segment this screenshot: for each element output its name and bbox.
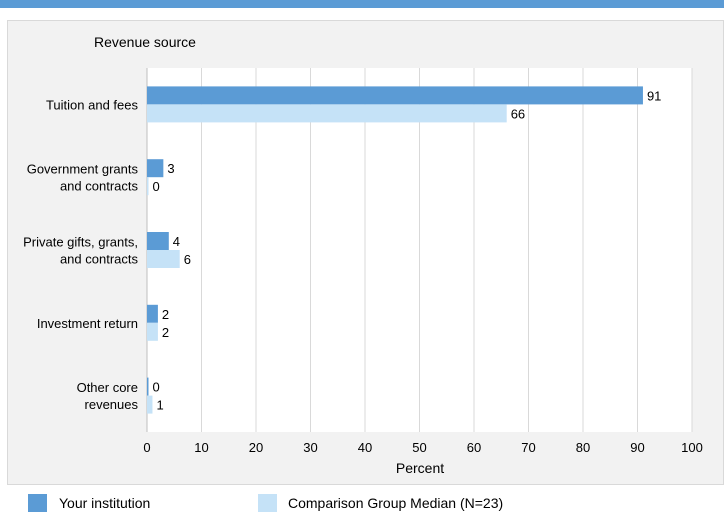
bar-chart: Revenue source Tuition and fees Governmen… [23,34,703,476]
x-tick-label: 10 [194,440,208,455]
x-tick-label: 20 [249,440,263,455]
bar [147,304,158,323]
data-label: 2 [162,325,169,340]
bar [147,395,153,414]
category-label: Tuition and fees [46,97,139,112]
x-tick-label: 90 [630,440,644,455]
legend-swatch [28,494,47,512]
data-label: 4 [173,234,180,249]
category-label: and contracts [60,252,139,267]
category-label: Private gifts, grants, [23,235,138,250]
data-label: 0 [153,179,160,194]
data-label: 91 [647,88,661,103]
category-label: Government grants [27,162,139,177]
x-tick-label: 50 [412,440,426,455]
category-label: revenues [85,397,139,412]
data-label: 66 [511,106,525,121]
x-tick-label: 100 [681,440,703,455]
category-label: Investment return [37,316,138,331]
bar [147,159,164,178]
legend-label: Comparison Group Median (N=23) [288,495,504,511]
legend-label: Your institution [59,495,151,511]
category-label: and contracts [60,179,139,194]
top-accent-bar [0,0,724,8]
bar [147,86,643,105]
x-tick-label: 80 [576,440,590,455]
x-tick-label: 70 [521,440,535,455]
x-tick-label: 30 [303,440,317,455]
data-label: 0 [153,380,160,395]
bar [147,250,180,268]
data-label: 6 [184,252,191,267]
x-tick-label: 60 [467,440,481,455]
bar [147,377,149,396]
x-tick-label: 0 [143,440,150,455]
x-axis-label: Percent [396,460,444,476]
legend-swatch [258,494,277,512]
x-tick-label: 40 [358,440,372,455]
data-label: 1 [156,398,163,413]
category-label: Other core [77,380,138,395]
data-label: 3 [167,161,174,176]
bar [147,104,507,123]
chart-legend: Your institution Comparison Group Median … [0,492,724,516]
bar [147,322,158,341]
data-label: 2 [162,307,169,322]
bar [147,232,169,250]
chart-title: Revenue source [94,34,196,50]
bar [147,177,149,196]
